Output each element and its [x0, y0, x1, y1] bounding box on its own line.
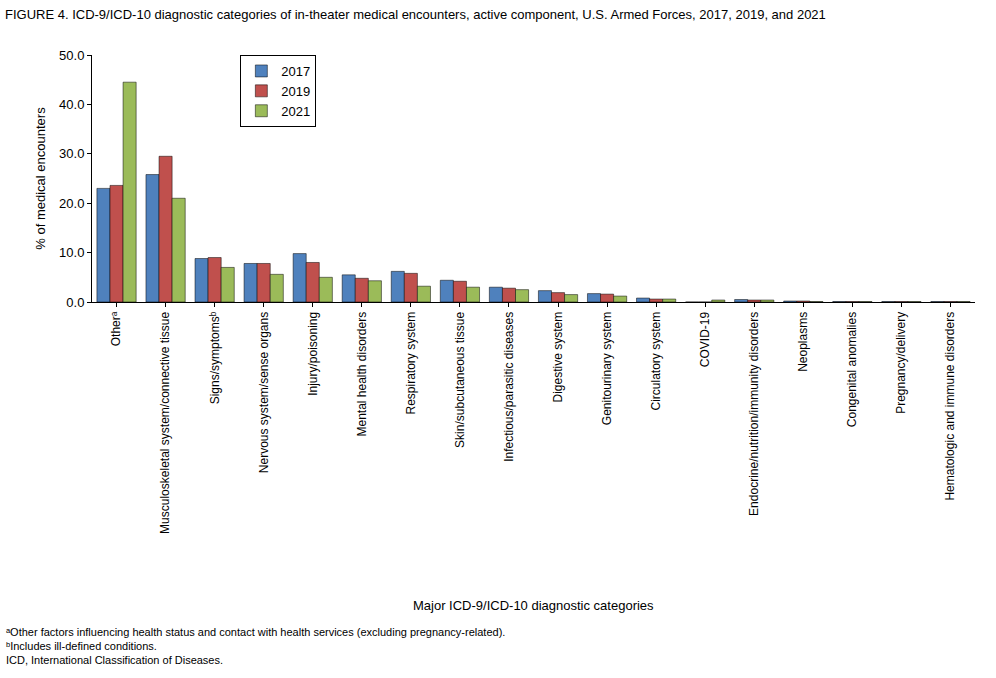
svg-text:2017: 2017 — [281, 64, 310, 79]
svg-text:% of medical encounters: % of medical encounters — [33, 107, 48, 250]
svg-text:10.0: 10.0 — [59, 245, 84, 260]
svg-text:COVID-19: COVID-19 — [698, 311, 712, 367]
svg-text:Congenital anomalies: Congenital anomalies — [845, 312, 859, 427]
svg-text:20.0: 20.0 — [59, 196, 84, 211]
svg-text:Neoplasms: Neoplasms — [796, 312, 810, 372]
svg-text:Digestive system: Digestive system — [551, 312, 565, 403]
svg-text:ᵃOther factors influencing hea: ᵃOther factors influencing health status… — [6, 626, 505, 638]
svg-text:Mental health disorders: Mental health disorders — [355, 312, 369, 437]
svg-text:Respiratory system: Respiratory system — [404, 312, 418, 415]
svg-text:2019: 2019 — [281, 84, 310, 99]
svg-text:ICD, International Classificat: ICD, International Classification of Dis… — [6, 654, 223, 666]
svg-text:Skin/subcutaneous tissue: Skin/subcutaneous tissue — [453, 311, 467, 447]
svg-text:Injury/poisoning: Injury/poisoning — [306, 312, 320, 396]
svg-text:Genitourinary system: Genitourinary system — [600, 312, 614, 425]
svg-text:30.0: 30.0 — [59, 146, 84, 161]
svg-text:Endocrine/nutrition/immunity d: Endocrine/nutrition/immunity disorders — [747, 312, 761, 516]
svg-text:Hematologic and immune disorde: Hematologic and immune disorders — [943, 312, 957, 501]
svg-text:0.0: 0.0 — [66, 295, 84, 310]
svg-text:40.0: 40.0 — [59, 97, 84, 112]
svg-text:Musculoskeletal system/connect: Musculoskeletal system/connective tissue — [158, 311, 172, 533]
svg-text:Signs/symptomsᵇ: Signs/symptomsᵇ — [208, 311, 222, 404]
svg-text:Otherᵃ: Otherᵃ — [109, 311, 123, 346]
svg-text:2021: 2021 — [281, 104, 310, 119]
svg-text:Major ICD-9/ICD-10 diagnostic: Major ICD-9/ICD-10 diagnostic categories — [413, 598, 654, 613]
svg-text:50.0: 50.0 — [59, 48, 84, 63]
svg-text:Pregnancy/delivery: Pregnancy/delivery — [894, 312, 908, 414]
svg-text:Infectious/parasitic diseases: Infectious/parasitic diseases — [502, 312, 516, 462]
svg-text:FIGURE 4. ICD-9/ICD-10 diagnos: FIGURE 4. ICD-9/ICD-10 diagnostic catego… — [5, 7, 826, 22]
svg-text:Nervous system/sense organs: Nervous system/sense organs — [257, 312, 271, 473]
svg-text:ᵇIncludes ill-defined conditio: ᵇIncludes ill-defined conditions. — [6, 640, 157, 652]
svg-text:Circulatory system: Circulatory system — [649, 312, 663, 411]
